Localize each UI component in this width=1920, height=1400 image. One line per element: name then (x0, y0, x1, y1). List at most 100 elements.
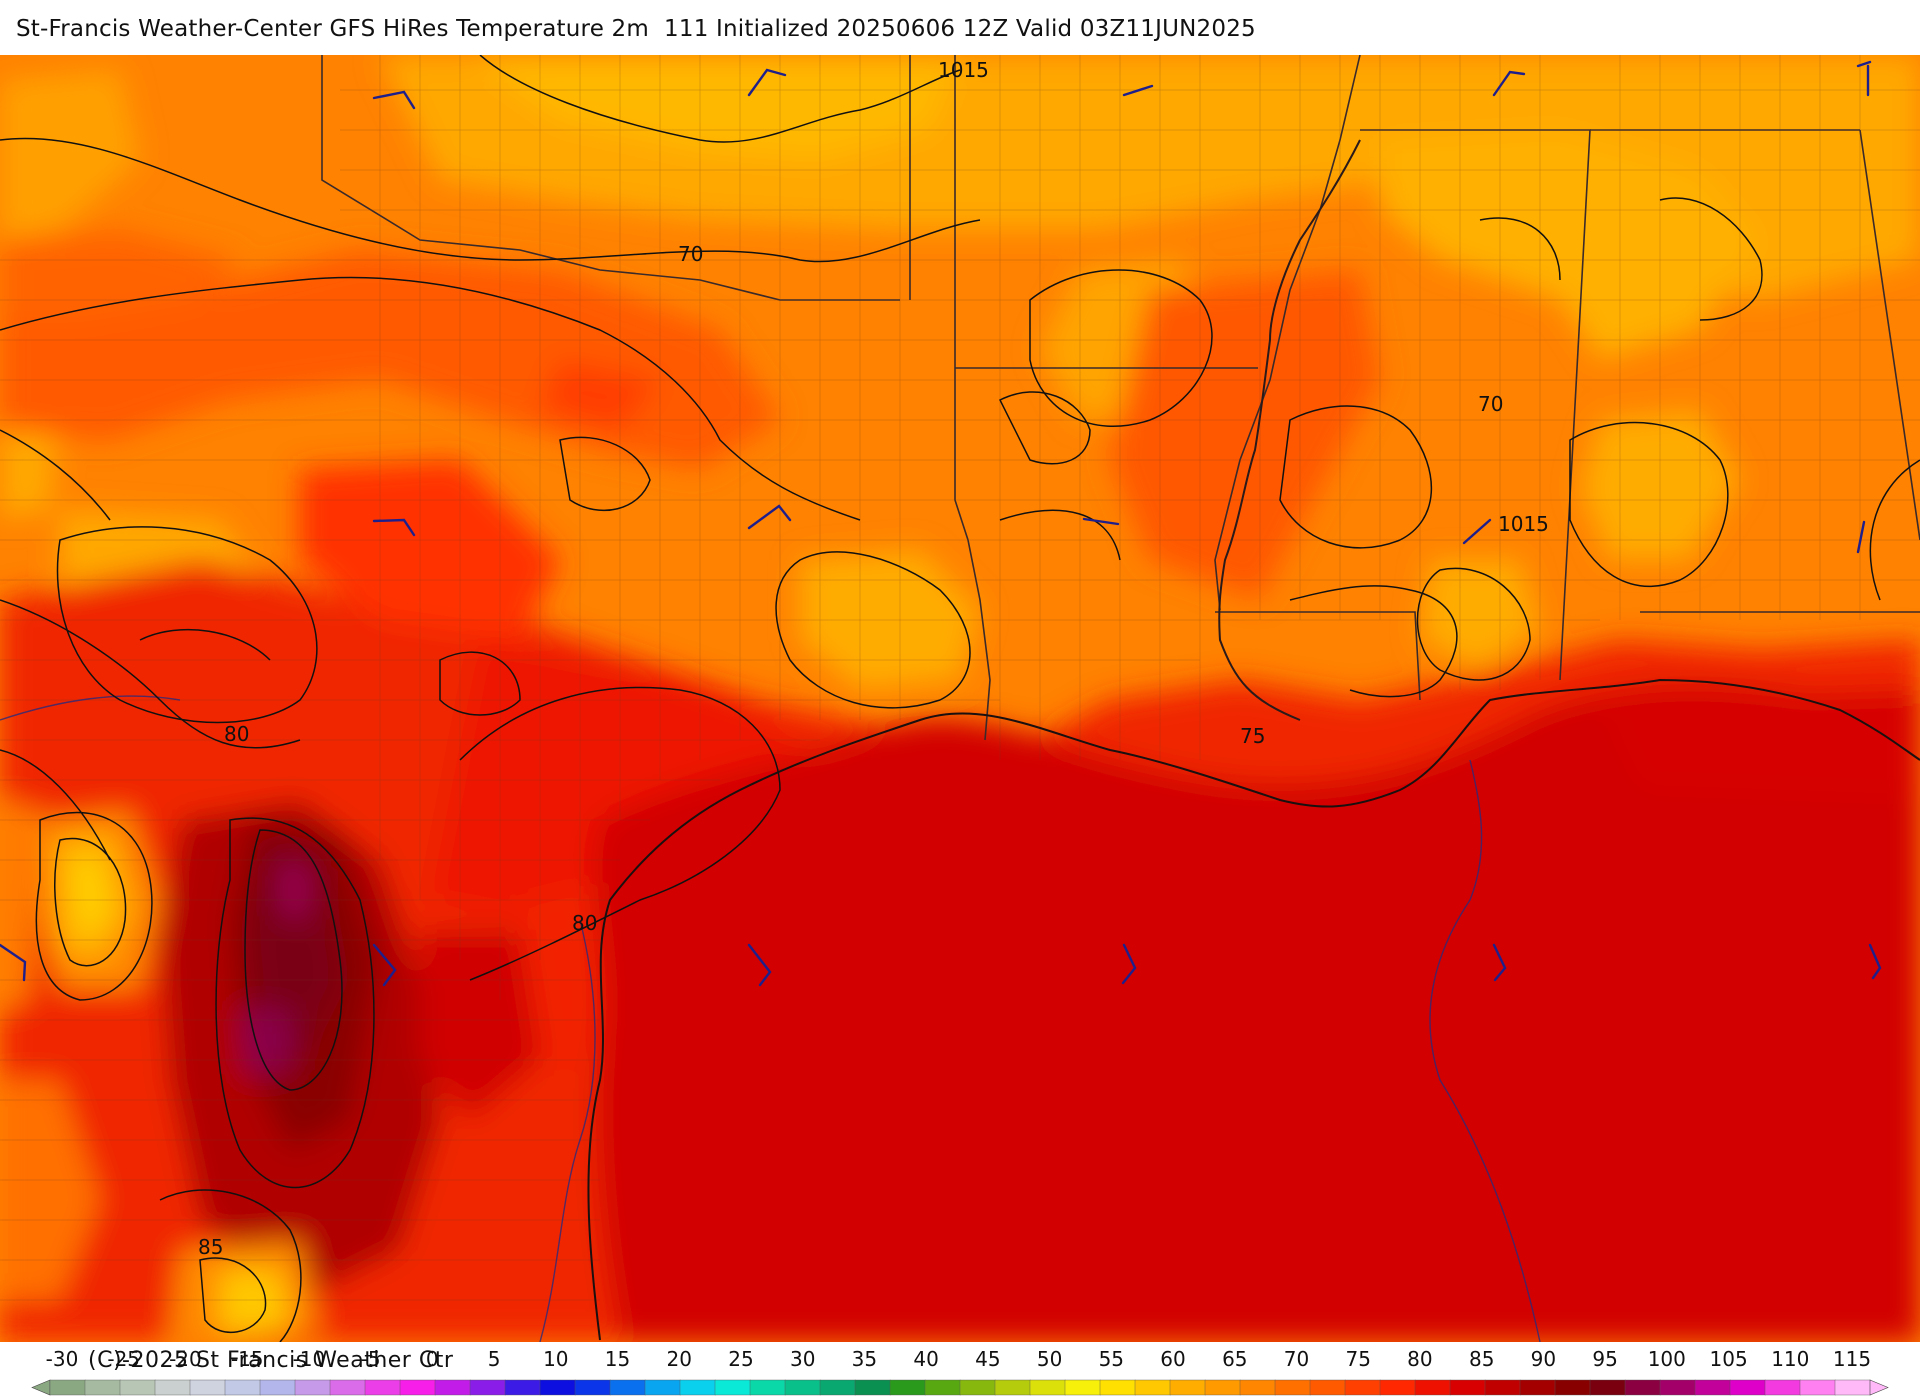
colorbar-swatch (714, 1379, 751, 1396)
colorbar-tick-label: 110 (1771, 1347, 1809, 1371)
contour-label: 80 (572, 911, 597, 935)
colorbar-swatch (854, 1379, 891, 1396)
colorbar-swatch (784, 1379, 821, 1396)
colorbar-swatch (224, 1379, 261, 1396)
mississippi-river (1218, 139, 1361, 721)
colorbar-swatch (119, 1379, 156, 1396)
wind-barb (1082, 517, 1120, 526)
colorbar-swatch (1764, 1379, 1801, 1396)
wind-barb (1121, 943, 1137, 985)
colorbar-swatch (749, 1379, 786, 1396)
colorbar-swatch (959, 1379, 996, 1396)
colorbar-swatches (31, 1379, 1889, 1396)
colorbar-tick-label: 105 (1710, 1347, 1748, 1371)
colorbar-swatch (1309, 1379, 1346, 1396)
colorbar-tick-label: -20 (169, 1347, 202, 1371)
colorbar-swatch (1589, 1379, 1626, 1396)
colorbar-swatch (889, 1379, 926, 1396)
contour-label: 1015 (938, 58, 989, 82)
colorbar-swatch (819, 1379, 856, 1396)
colorbar-tick-label: 5 (488, 1347, 501, 1371)
colorbar-swatch (1344, 1379, 1381, 1396)
temperature-map: 1015 70 70 1015 75 80 80 85 (0, 55, 1920, 1342)
colorbar-swatch (1799, 1379, 1836, 1396)
colorbar-tick-label: 50 (1037, 1347, 1062, 1371)
colorbar-arrow-high (1869, 1379, 1889, 1396)
colorbar-tick-labels: -30 -25 -20 -15 -10 -5 0 5 10 15 20 25 30 35 40 45 50 55 6… (46, 1347, 1871, 1371)
colorbar-swatch (1239, 1379, 1276, 1396)
wind-barb (1122, 84, 1154, 97)
colorbar-swatch (1519, 1379, 1556, 1396)
colorbar-swatch (189, 1379, 226, 1396)
colorbar-swatch (1099, 1379, 1136, 1396)
colorbar-swatch (364, 1379, 401, 1396)
colorbar-swatch (294, 1379, 331, 1396)
wind-barb (372, 518, 416, 537)
colorbar-swatch (644, 1379, 681, 1396)
colorbar-swatch (49, 1379, 86, 1396)
contour-label: 80 (224, 722, 249, 746)
colorbar-swatch (399, 1379, 436, 1396)
wind-barb (1856, 60, 1872, 97)
contour-label: 1015 (1498, 512, 1549, 536)
colorbar-swatch (994, 1379, 1031, 1396)
colorbar-swatch (539, 1379, 576, 1396)
colorbar-tick-label: 25 (728, 1347, 753, 1371)
colorbar-tick-label: 15 (605, 1347, 630, 1371)
temperature-contours (0, 55, 1920, 1342)
wind-barb (1492, 70, 1526, 97)
colorbar-swatch (1134, 1379, 1171, 1396)
colorbar-tick-label: 10 (543, 1347, 568, 1371)
colorbar-tick-label: 45 (975, 1347, 1000, 1371)
colorbar-tick-label: 65 (1222, 1347, 1247, 1371)
colorbar-tick-label: 95 (1592, 1347, 1617, 1371)
colorbar-tick-label: 100 (1648, 1347, 1686, 1371)
colorbar-swatch (329, 1379, 366, 1396)
colorbar-swatch (1834, 1379, 1871, 1396)
contour-label: 70 (678, 242, 703, 266)
colorbar-swatch (1554, 1379, 1591, 1396)
colorbar-tick-label: -10 (293, 1347, 326, 1371)
colorbar-tick-label: -25 (107, 1347, 140, 1371)
wind-barb (372, 90, 416, 110)
wind-barb (1462, 518, 1492, 545)
contour-labels: 1015 70 70 1015 75 80 80 85 (198, 58, 1549, 1259)
temperature-field (0, 55, 1920, 1342)
colorbar-tick-label: 20 (666, 1347, 691, 1371)
wind-barb (372, 943, 397, 987)
contour-label: 75 (1240, 724, 1265, 748)
colorbar-swatch (1449, 1379, 1486, 1396)
colorbar-swatch (574, 1379, 611, 1396)
copyright-text: (C)-2025 St Francis Weather Ctr (88, 1348, 454, 1373)
colorbar-tick-label: 75 (1345, 1347, 1370, 1371)
gulf-coastline (587, 678, 1920, 1341)
colorbar-swatch (924, 1379, 961, 1396)
county-lines (0, 55, 1920, 1301)
colorbar-tick-label: -5 (361, 1347, 381, 1371)
colorbar-swatch (1029, 1379, 1066, 1396)
colorbar-tick-label: 90 (1531, 1347, 1556, 1371)
wind-barb (0, 943, 27, 982)
colorbar-swatch (679, 1379, 716, 1396)
colorbar-tick-label: -30 (46, 1347, 79, 1371)
colorbar-swatch (84, 1379, 121, 1396)
colorbar-swatch (609, 1379, 646, 1396)
colorbar-swatch (1204, 1379, 1241, 1396)
contour-label: 85 (198, 1235, 223, 1259)
colorbar-swatch (1169, 1379, 1206, 1396)
colorbar-swatch (1729, 1379, 1766, 1396)
wind-barb (1856, 520, 1866, 554)
wind-barb (747, 943, 772, 987)
colorbar-tick-label: 55 (1099, 1347, 1124, 1371)
wind-barb (1492, 943, 1507, 982)
wind-barb (1868, 943, 1882, 980)
colorbar-swatch (154, 1379, 191, 1396)
colorbar-arrow-low (31, 1379, 51, 1396)
color-scale-bar: -30 -25 -20 -15 -10 -5 0 5 10 15 20 25 30 35 40 45 50 55 6… (31, 1347, 1889, 1396)
colorbar-swatch (1484, 1379, 1521, 1396)
wind-barb (747, 504, 792, 530)
colorbar-tick-label: 85 (1469, 1347, 1494, 1371)
colorbar-tick-label: 30 (790, 1347, 815, 1371)
colorbar-swatch (1379, 1379, 1416, 1396)
wind-barbs (0, 60, 1882, 987)
